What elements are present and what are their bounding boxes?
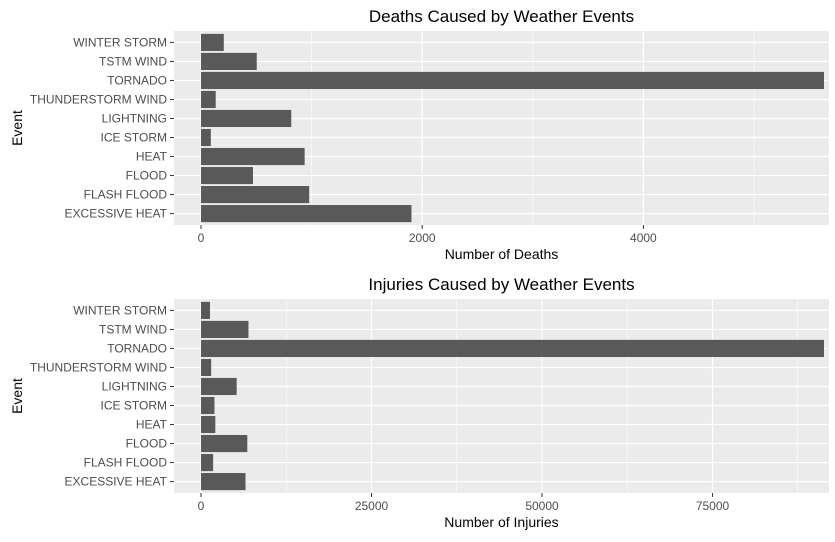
y-tick-label: WINTER STORM xyxy=(73,303,167,317)
y-tick-label: WINTER STORM xyxy=(73,35,167,49)
y-tick-label: ICE STORM xyxy=(101,131,167,145)
y-axis-label: Event xyxy=(9,378,25,414)
y-tick-label: HEAT xyxy=(136,150,168,164)
y-tick-label: TORNADO xyxy=(107,341,167,355)
plot-background xyxy=(174,299,829,493)
bar-flood xyxy=(201,434,248,453)
y-tick-label: FLASH FLOOD xyxy=(84,456,168,470)
y-tick-label: THUNDERSTORM WIND xyxy=(30,360,167,374)
bar-excessive-heat xyxy=(201,205,412,223)
x-axis-label: Number of Deaths xyxy=(445,246,559,262)
y-axis-label: Event xyxy=(9,110,25,146)
x-tick-label: 75000 xyxy=(696,499,730,513)
y-tick-label: TSTM WIND xyxy=(99,322,167,336)
bar-tornado xyxy=(201,339,824,358)
bar-winter-storm xyxy=(201,301,211,319)
bar-tstm-wind xyxy=(201,320,249,338)
x-axis-label: Number of Injuries xyxy=(444,514,558,530)
y-tick-label: FLOOD xyxy=(126,169,168,183)
bar-heat xyxy=(201,147,305,166)
bar-tornado xyxy=(201,71,824,90)
y-tick-label: ICE STORM xyxy=(101,399,167,413)
x-tick-label: 25000 xyxy=(355,499,389,513)
bar-lightning xyxy=(201,377,237,396)
x-tick-label: 0 xyxy=(198,231,205,245)
chart-title: Injuries Caused by Weather Events xyxy=(368,275,634,294)
bar-thunderstorm-wind xyxy=(201,358,212,377)
bar-excessive-heat xyxy=(201,473,246,491)
bar-ice-storm xyxy=(201,128,211,147)
chart-panel-2: EXCESSIVE HEAT FLASH FLOOD FLOOD HEAT ICE ST… xyxy=(9,275,829,530)
y-tick-label: FLOOD xyxy=(126,437,168,451)
y-tick-label: LIGHTNING xyxy=(102,379,167,393)
chart-panel-1: EXCESSIVE HEAT FLASH FLOOD FLOOD HEAT ICE ST… xyxy=(9,7,829,262)
bar-thunderstorm-wind xyxy=(201,90,216,109)
y-tick-label: TORNADO xyxy=(107,73,167,87)
x-tick-label: 4000 xyxy=(630,231,657,245)
bar-flash-flood xyxy=(201,454,214,472)
x-tick-label: 50000 xyxy=(525,499,559,513)
x-tick-label: 0 xyxy=(198,499,205,513)
bar-tstm-wind xyxy=(201,52,257,70)
y-tick-label: TSTM WIND xyxy=(99,54,167,68)
bar-flood xyxy=(201,166,253,185)
bar-lightning xyxy=(201,109,292,128)
y-tick-label: FLASH FLOOD xyxy=(84,188,168,202)
y-tick-label: EXCESSIVE HEAT xyxy=(65,475,168,489)
bar-heat xyxy=(201,415,216,434)
y-tick-label: LIGHTNING xyxy=(102,111,167,125)
bar-ice-storm xyxy=(201,396,215,415)
bar-flash-flood xyxy=(201,186,310,204)
chart-title: Deaths Caused by Weather Events xyxy=(369,7,634,26)
y-tick-label: HEAT xyxy=(136,418,168,432)
x-tick-label: 2000 xyxy=(409,231,436,245)
y-tick-label: THUNDERSTORM WIND xyxy=(30,92,167,106)
y-tick-label: EXCESSIVE HEAT xyxy=(65,207,168,221)
bar-winter-storm xyxy=(201,33,224,51)
